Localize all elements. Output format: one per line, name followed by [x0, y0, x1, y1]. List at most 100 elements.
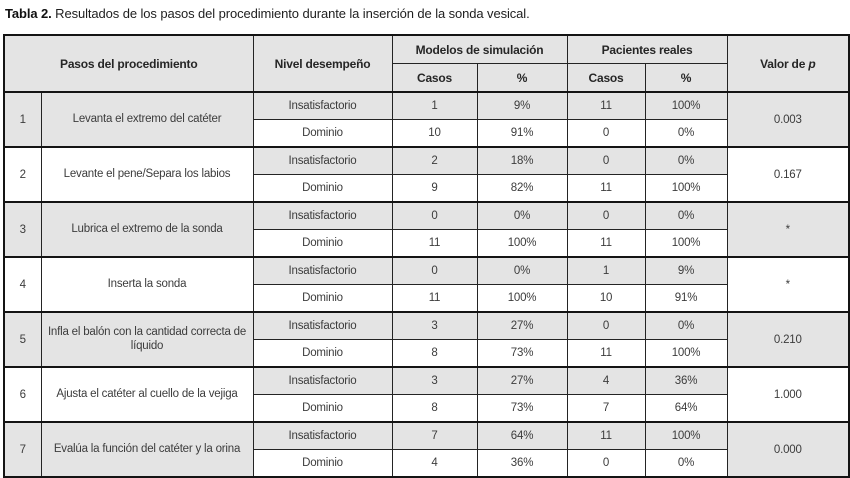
table-row: Dominio 8 73% 11 100% [4, 339, 849, 368]
real-pct-cell: 0% [644, 449, 728, 478]
level-cell: Dominio [252, 229, 393, 258]
real-casos-cell: 11 [566, 339, 646, 368]
sim-pct-cell: 73% [476, 339, 568, 368]
sim-casos-cell: 3 [391, 366, 478, 395]
table-title-label: Tabla 2. [5, 6, 52, 21]
real-pct-cell: 9% [644, 256, 728, 285]
table-row: Dominio 9 82% 11 100% [4, 174, 849, 203]
sim-pct-cell: 82% [476, 174, 568, 203]
sim-casos-cell: 1 [391, 91, 478, 120]
sim-casos-cell: 2 [391, 146, 478, 175]
step-name-cell: Lubrica el extremo de la sonda [40, 201, 254, 258]
real-pct-cell: 0% [644, 119, 728, 148]
level-cell: Insatisfactorio [252, 311, 393, 340]
sim-pct-cell: 73% [476, 394, 568, 423]
p-value-cell: 0.003 [726, 91, 850, 148]
real-casos-cell: 0 [566, 119, 646, 148]
header-group-patients: Pacientes reales [566, 34, 728, 64]
real-casos-cell: 7 [566, 394, 646, 423]
step-name-cell: Inserta la sonda [40, 256, 254, 313]
header-level: Nivel desempeño [252, 34, 393, 93]
table-header: Pasos del procedimiento Nivel desempeño … [3, 34, 850, 93]
level-cell: Dominio [252, 449, 393, 478]
step-name-cell: Infla el balón con la cantidad correcta … [40, 311, 254, 368]
sim-casos-cell: 0 [391, 256, 478, 285]
real-pct-cell: 100% [644, 91, 728, 120]
sim-pct-cell: 100% [476, 284, 568, 313]
real-pct-cell: 64% [644, 394, 728, 423]
level-cell: Insatisfactorio [252, 421, 393, 450]
real-casos-cell: 11 [566, 91, 646, 120]
sim-casos-cell: 3 [391, 311, 478, 340]
table-row: 1 Levanta el extremo del catéter Insatisfa… [3, 91, 850, 148]
sim-pct-cell: 91% [476, 119, 568, 148]
p-value-cell: 1.000 [726, 366, 850, 423]
p-value-cell: 0.167 [726, 146, 850, 203]
step-number-cell: 7 [3, 421, 42, 478]
level-cell: Insatisfactorio [252, 91, 393, 120]
level-cell: Insatisfactorio [252, 256, 393, 285]
table-row: Dominio 10 91% 0 0% [4, 119, 849, 148]
header-sim-percent: % [476, 63, 568, 93]
real-casos-cell: 10 [566, 284, 646, 313]
header-p-prefix: Valor de [760, 56, 809, 71]
real-casos-cell: 11 [566, 421, 646, 450]
table-row: 6 Ajusta el catéter al cuello de la vejig… [3, 366, 850, 423]
sim-pct-cell: 0% [476, 256, 568, 285]
p-value-cell: 0.210 [726, 311, 850, 368]
real-pct-cell: 100% [644, 421, 728, 450]
real-casos-cell: 0 [566, 449, 646, 478]
sim-casos-cell: 8 [391, 394, 478, 423]
real-pct-cell: 36% [644, 366, 728, 395]
header-group-simulation: Modelos de simulación [391, 34, 568, 64]
step-name-cell: Evalúa la función del catéter y la orina [40, 421, 254, 478]
sim-pct-cell: 9% [476, 91, 568, 120]
table-body: 1 Levanta el extremo del catéter Insatisfa… [3, 91, 850, 478]
level-cell: Dominio [252, 339, 393, 368]
header-steps: Pasos del procedimiento [3, 34, 254, 93]
sim-pct-cell: 64% [476, 421, 568, 450]
table-row: 2 Levante el pene/Separa los labios Insati… [3, 146, 850, 203]
real-casos-cell: 11 [566, 174, 646, 203]
real-casos-cell: 0 [566, 311, 646, 340]
real-pct-cell: 0% [644, 146, 728, 175]
real-pct-cell: 91% [644, 284, 728, 313]
real-casos-cell: 0 [566, 146, 646, 175]
sim-casos-cell: 0 [391, 201, 478, 230]
table-row: 7 Evalúa la función del catéter y la orin… [3, 421, 850, 478]
real-pct-cell: 0% [644, 311, 728, 340]
real-casos-cell: 4 [566, 366, 646, 395]
real-casos-cell: 11 [566, 229, 646, 258]
level-cell: Insatisfactorio [252, 201, 393, 230]
results-table: Pasos del procedimiento Nivel desempeño … [3, 34, 850, 478]
header-sim-cases: Casos [391, 63, 478, 93]
step-number-cell: 1 [3, 91, 42, 148]
sim-casos-cell: 11 [391, 229, 478, 258]
step-number-cell: 6 [3, 366, 42, 423]
sim-casos-cell: 8 [391, 339, 478, 368]
step-number-cell: 3 [3, 201, 42, 258]
sim-casos-cell: 7 [391, 421, 478, 450]
table-row: Dominio 8 73% 7 64% [4, 394, 849, 423]
step-number-cell: 4 [3, 256, 42, 313]
table-title-text: Resultados de los pasos del procedimient… [55, 6, 530, 21]
header-real-percent: % [644, 63, 728, 93]
level-cell: Insatisfactorio [252, 146, 393, 175]
table-row: Dominio 11 100% 11 100% [4, 229, 849, 258]
header-p-symbol: p [808, 56, 816, 71]
level-cell: Dominio [252, 284, 393, 313]
step-number-cell: 2 [3, 146, 42, 203]
table-row: 4 Inserta la sonda Insatisfactorio 0 0% 1 9% * [3, 256, 850, 313]
step-name-cell: Ajusta el catéter al cuello de la vejiga [40, 366, 254, 423]
real-casos-cell: 0 [566, 201, 646, 230]
real-pct-cell: 100% [644, 174, 728, 203]
step-number-cell: 5 [3, 311, 42, 368]
sim-casos-cell: 9 [391, 174, 478, 203]
sim-pct-cell: 18% [476, 146, 568, 175]
sim-casos-cell: 10 [391, 119, 478, 148]
sim-casos-cell: 11 [391, 284, 478, 313]
p-value-cell: * [726, 256, 850, 313]
sim-pct-cell: 100% [476, 229, 568, 258]
sim-pct-cell: 27% [476, 311, 568, 340]
